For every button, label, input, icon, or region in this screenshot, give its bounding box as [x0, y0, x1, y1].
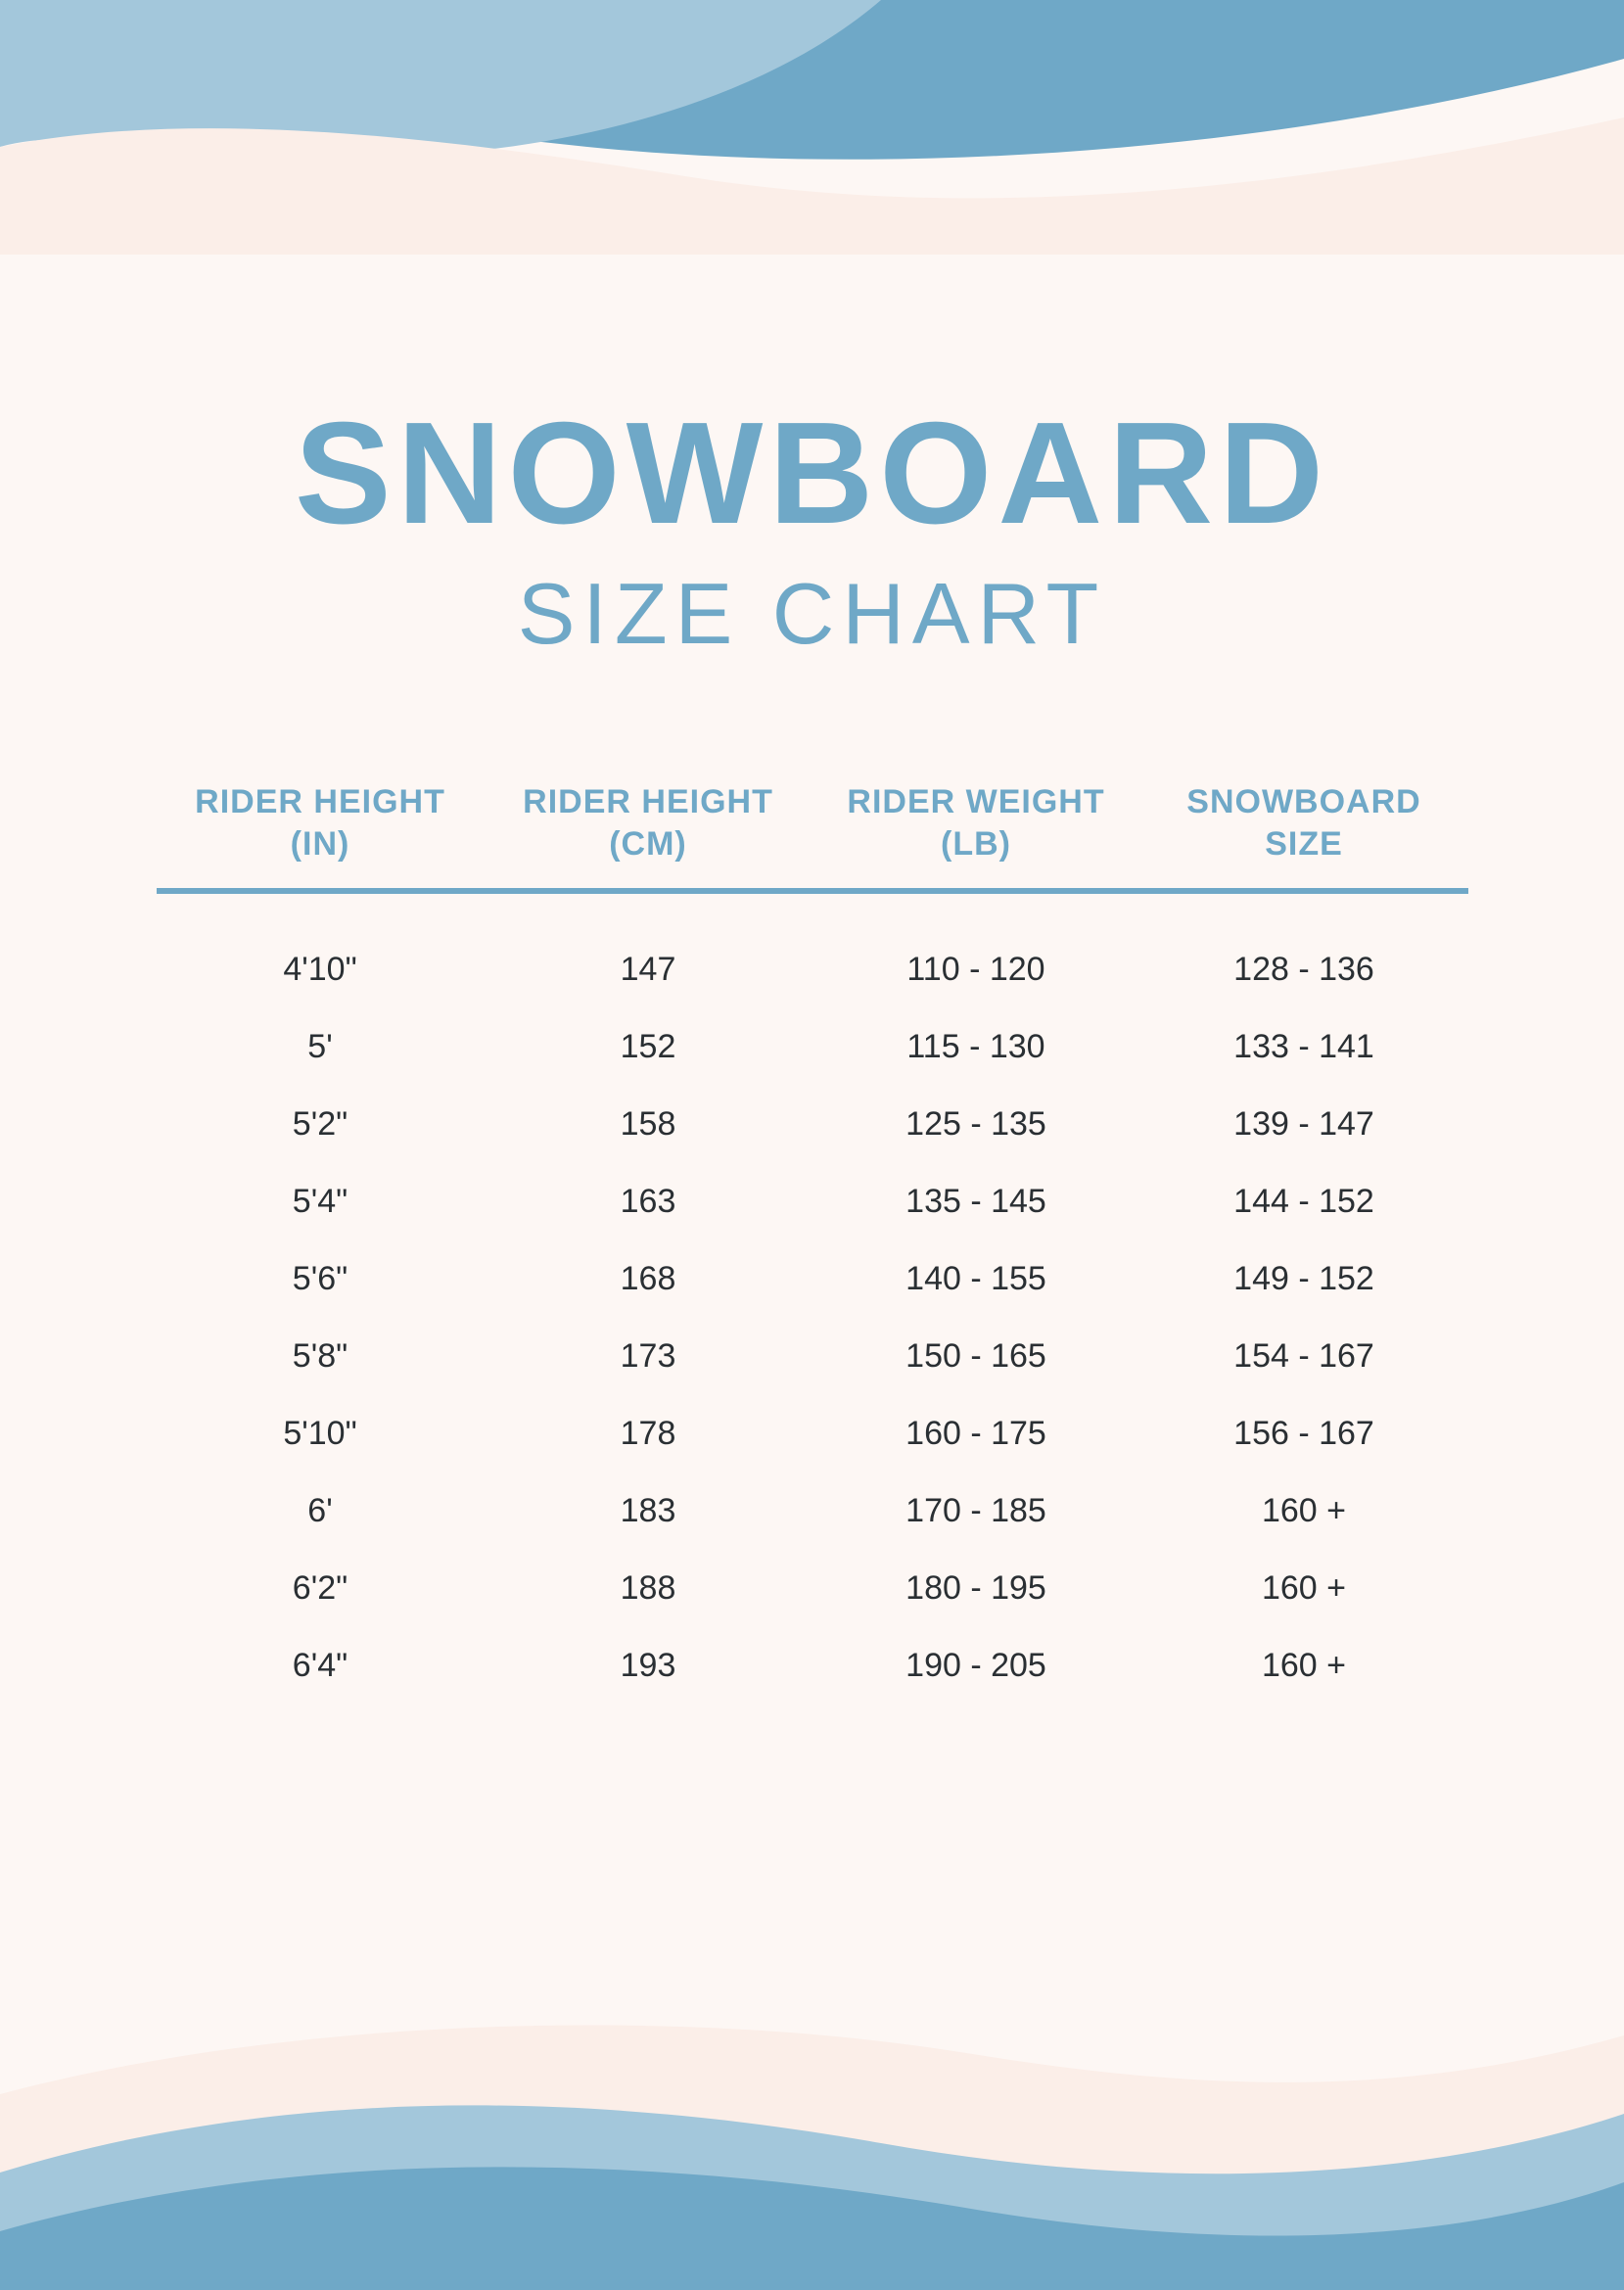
table-cell: 5' — [157, 1028, 485, 1066]
table-cell: 6' — [157, 1492, 485, 1530]
col-header-height-cm: RIDER HEIGHT (CM) — [485, 781, 812, 888]
wave-bottom-mid — [0, 2105, 1624, 2290]
size-table: RIDER HEIGHT (IN) RIDER HEIGHT (CM) RIDE… — [157, 781, 1468, 1705]
wave-top-light — [0, 117, 1624, 255]
table-row: 5'10"178160 - 175156 - 167 — [157, 1395, 1468, 1472]
table-row: 5'2"158125 - 135139 - 147 — [157, 1086, 1468, 1163]
table-cell: 152 — [485, 1028, 812, 1066]
table-cell: 133 - 141 — [1140, 1028, 1468, 1066]
table-cell: 170 - 185 — [812, 1492, 1140, 1530]
wave-bottom-decoration — [0, 1977, 1624, 2290]
table-cell: 154 - 167 — [1140, 1337, 1468, 1376]
col-header-weight-lb: RIDER WEIGHT (LB) — [812, 781, 1140, 888]
table-cell: 160 - 175 — [812, 1415, 1140, 1453]
table-cell: 150 - 165 — [812, 1337, 1140, 1376]
wave-bottom-light — [0, 2025, 1624, 2290]
table-cell: 183 — [485, 1492, 812, 1530]
col-header-snowboard-size: SNOWBOARD SIZE — [1140, 781, 1468, 888]
table-cell: 125 - 135 — [812, 1105, 1140, 1144]
wave-top-decoration — [0, 0, 1624, 255]
table-divider — [157, 888, 1468, 894]
table-cell: 190 - 205 — [812, 1647, 1140, 1685]
col-header-label: RIDER WEIGHT (LB) — [847, 783, 1104, 863]
wave-bottom-dark — [0, 2167, 1624, 2290]
table-cell: 173 — [485, 1337, 812, 1376]
table-cell: 160 + — [1140, 1569, 1468, 1608]
table-row: 6'4"193190 - 205160 + — [157, 1627, 1468, 1705]
table-cell: 193 — [485, 1647, 812, 1685]
col-header-label: RIDER HEIGHT (CM) — [523, 783, 773, 863]
table-cell: 178 — [485, 1415, 812, 1453]
table-cell: 163 — [485, 1183, 812, 1221]
table-row: 6'183170 - 185160 + — [157, 1472, 1468, 1550]
table-cell: 160 + — [1140, 1492, 1468, 1530]
page-title: SNOWBOARD — [0, 401, 1624, 546]
table-cell: 115 - 130 — [812, 1028, 1140, 1066]
table-cell: 139 - 147 — [1140, 1105, 1468, 1144]
table-cell: 149 - 152 — [1140, 1260, 1468, 1298]
table-body: 4'10"147110 - 120128 - 1365'152115 - 130… — [157, 931, 1468, 1705]
table-cell: 6'4" — [157, 1647, 485, 1685]
table-cell: 5'6" — [157, 1260, 485, 1298]
table-cell: 110 - 120 — [812, 951, 1140, 989]
table-cell: 128 - 136 — [1140, 951, 1468, 989]
wave-top-mid — [0, 0, 881, 158]
page-subtitle: SIZE CHART — [0, 564, 1624, 664]
table-cell: 5'8" — [157, 1337, 485, 1376]
table-row: 5'6"168140 - 155149 - 152 — [157, 1240, 1468, 1318]
table-row: 6'2"188180 - 195160 + — [157, 1550, 1468, 1627]
table-row: 5'152115 - 130133 - 141 — [157, 1008, 1468, 1086]
page: SNOWBOARD SIZE CHART RIDER HEIGHT (IN) R… — [0, 0, 1624, 2290]
table-cell: 5'10" — [157, 1415, 485, 1453]
table-cell: 5'2" — [157, 1105, 485, 1144]
table-cell: 135 - 145 — [812, 1183, 1140, 1221]
table-cell: 5'4" — [157, 1183, 485, 1221]
col-header-height-in: RIDER HEIGHT (IN) — [157, 781, 485, 888]
table-cell: 160 + — [1140, 1647, 1468, 1685]
table-row: 5'8"173150 - 165154 - 167 — [157, 1318, 1468, 1395]
table-cell: 168 — [485, 1260, 812, 1298]
table-header-row: RIDER HEIGHT (IN) RIDER HEIGHT (CM) RIDE… — [157, 781, 1468, 888]
table-cell: 188 — [485, 1569, 812, 1608]
col-header-label: RIDER HEIGHT (IN) — [195, 783, 445, 863]
table-row: 4'10"147110 - 120128 - 136 — [157, 931, 1468, 1008]
table-cell: 6'2" — [157, 1569, 485, 1608]
table-row: 5'4"163135 - 145144 - 152 — [157, 1163, 1468, 1240]
table-cell: 4'10" — [157, 951, 485, 989]
table-cell: 147 — [485, 951, 812, 989]
wave-top-dark — [0, 0, 1624, 160]
content: SNOWBOARD SIZE CHART RIDER HEIGHT (IN) R… — [0, 401, 1624, 1705]
table-cell: 140 - 155 — [812, 1260, 1140, 1298]
table-cell: 180 - 195 — [812, 1569, 1140, 1608]
table-cell: 158 — [485, 1105, 812, 1144]
col-header-label: SNOWBOARD SIZE — [1186, 783, 1420, 863]
table-cell: 156 - 167 — [1140, 1415, 1468, 1453]
table-cell: 144 - 152 — [1140, 1183, 1468, 1221]
